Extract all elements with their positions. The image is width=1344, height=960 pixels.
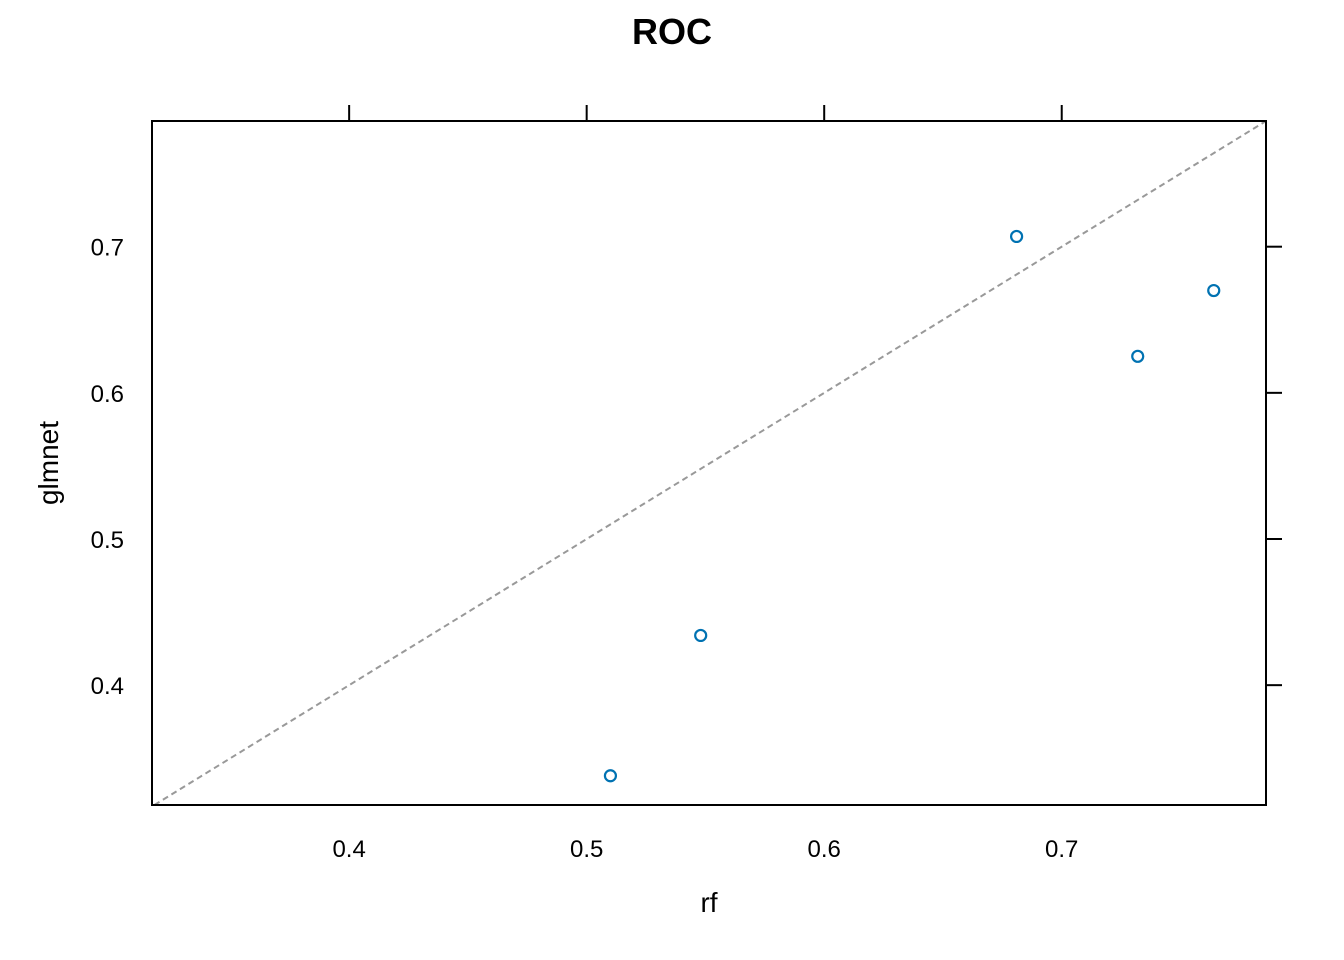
x-tick-label: 0.7 (1045, 836, 1078, 863)
chart-title: ROC (632, 11, 712, 52)
x-tick-label: 0.6 (808, 836, 841, 863)
y-tick-label: 0.5 (91, 527, 124, 554)
reference-line (153, 120, 1267, 806)
y-tick-label: 0.6 (91, 381, 124, 408)
data-point (694, 628, 708, 643)
plot-frame (151, 120, 1267, 806)
y-tick-label: 0.7 (91, 235, 124, 262)
data-point (1207, 283, 1221, 298)
y-tick-label: 0.4 (91, 673, 124, 700)
x-tick-label: 0.5 (570, 836, 603, 863)
data-point (603, 769, 618, 783)
y-axis-label: glmnet (33, 421, 64, 505)
data-point (1009, 229, 1024, 244)
x-tick-label: 0.4 (332, 836, 365, 863)
data-point (1131, 349, 1145, 363)
x-axis-label: rf (700, 887, 717, 918)
plot-area (153, 120, 1267, 806)
